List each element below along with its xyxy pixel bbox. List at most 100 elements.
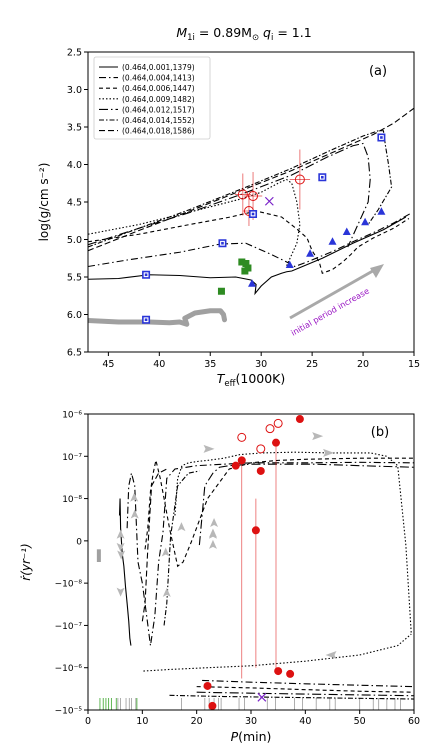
rdot-line-9 <box>196 686 414 693</box>
y-tick-label: −10⁻⁸ <box>55 580 83 590</box>
red-open-circle <box>273 418 283 428</box>
x-tick-label: 10 <box>136 716 148 727</box>
blue-triangle <box>361 217 370 226</box>
rdot-line-4 <box>198 463 414 546</box>
red-open-circle <box>237 189 248 200</box>
red-filled-circle <box>295 415 304 424</box>
panel-a-data <box>88 107 414 327</box>
direction-arrow <box>116 529 125 539</box>
red-open-circle <box>265 424 275 434</box>
rdot-line-3 <box>174 451 412 635</box>
rdot-line-7 <box>143 633 412 672</box>
y-tick-label: 2.5 <box>67 48 82 59</box>
x-tick-label: 30 <box>245 716 257 727</box>
direction-arrow <box>208 528 217 538</box>
y-tick-label: 4.5 <box>67 198 82 209</box>
panel-a-ylabel: log(g/cm s⁻²) <box>37 163 51 242</box>
green-square <box>241 267 249 275</box>
figure-title: M1i = 0.89M⊙ qi = 1.1 <box>176 25 311 43</box>
direction-arrow <box>117 550 126 560</box>
blue-triangle <box>306 249 315 257</box>
red-filled-circle <box>231 461 240 470</box>
x-tick-label: 40 <box>153 359 165 370</box>
rdot-line-1 <box>126 461 414 646</box>
x-tick-label: 15 <box>408 359 420 370</box>
panel-b-xlabel: P(min) <box>231 729 272 744</box>
panel-a-ticks: 45 40 35 30 25 20 15 2.5 3.0 3.5 4.0 4.5 5.0 5.5 6.0 6.… <box>67 48 420 371</box>
direction-arrow <box>116 587 125 597</box>
panel-a-label: (a) <box>369 64 387 79</box>
direction-arrow <box>208 539 217 549</box>
track-line-4 <box>88 142 371 248</box>
y-tick-label: 10⁻⁷ <box>62 453 82 463</box>
y-tick-label: 6.5 <box>67 348 82 359</box>
blue-triangle <box>342 227 351 235</box>
x-tick-label: 50 <box>354 716 366 727</box>
purple-cross <box>257 692 267 702</box>
track-line-6 <box>88 107 414 252</box>
grey-track <box>88 308 228 327</box>
y-tick-label: −10⁻⁵ <box>55 707 83 717</box>
y-tick-label: 5.0 <box>67 235 82 246</box>
y-tick-label: 3.5 <box>67 123 82 134</box>
panel-b-ylabel: ṙ(yr⁻¹) <box>19 543 33 580</box>
red-filled-circle <box>208 701 217 710</box>
x-tick-label: 20 <box>357 359 369 370</box>
direction-arrow <box>162 587 171 597</box>
legend-label: (0.464,0.012,1517) <box>122 105 195 114</box>
red-open-circle <box>294 174 305 185</box>
x-tick-label: 25 <box>306 359 318 370</box>
x-tick-label: 20 <box>191 716 203 727</box>
y-tick-label: 10⁻⁶ <box>62 411 82 421</box>
track-line-5 <box>88 130 393 248</box>
red-filled-circle <box>274 667 283 676</box>
x-tick-label: 45 <box>102 359 114 370</box>
blue-triangle <box>285 260 294 268</box>
red-open-circle <box>237 432 247 442</box>
y-tick-label: −10⁻⁷ <box>55 622 83 632</box>
direction-arrow <box>177 522 186 532</box>
legend-label: (0.464,0.018,1586) <box>122 127 195 136</box>
x-tick-label: 60 <box>408 716 420 727</box>
x-tick-label: 40 <box>299 716 311 727</box>
red-filled-circle <box>237 456 246 465</box>
blue-square-dot <box>144 273 148 277</box>
direction-arrow <box>116 542 125 552</box>
y-tick-label: 0 <box>76 537 82 547</box>
y-tick-label: 3.0 <box>67 85 82 96</box>
green-square <box>217 287 225 295</box>
blue-triangle <box>377 207 386 215</box>
red-open-circle <box>256 444 266 454</box>
y-tick-label: −10⁻⁶ <box>55 664 83 674</box>
legend-label: (0.464,0.004,1413) <box>122 74 195 83</box>
direction-arrow <box>130 509 139 519</box>
purple-cross <box>264 196 274 206</box>
red-filled-circle <box>203 681 212 690</box>
x-tick-label: 0 <box>85 716 91 727</box>
panel-b-label: (b) <box>371 425 389 440</box>
x-tick-label: 30 <box>255 359 267 370</box>
x-tick-label: 35 <box>204 359 216 370</box>
panel-a: 45 40 35 30 25 20 15 2.5 3.0 3.5 4.0 4.5 5.0 5.5 6.0 6.… <box>37 48 420 390</box>
y-tick-label: 6.0 <box>67 310 82 321</box>
blue-square-dot <box>321 175 324 179</box>
red-filled-circle <box>286 669 295 678</box>
red-filled-circle <box>271 438 280 447</box>
legend-box <box>93 56 211 140</box>
direction-arrow <box>210 517 219 527</box>
red-filled-circle <box>256 466 265 475</box>
rdot-line-11 <box>169 694 414 700</box>
panel-a-xlabel: Teff(1000K) <box>217 371 286 389</box>
blue-triangle <box>248 279 257 287</box>
legend: (0.464,0.001,1379)(0.464,0.004,1413)(0.4… <box>93 56 211 140</box>
green-square <box>242 260 250 267</box>
panel-a-frame <box>87 51 415 353</box>
red-open-circle <box>248 191 259 201</box>
panel-b: 0 10 20 30 40 50 60 10⁻⁶ 10⁻⁷ 10⁻⁸ 0 −10⁻⁸ −10⁻⁷ −10⁻… <box>19 411 420 745</box>
red-filled-circle <box>251 526 260 535</box>
legend-label: (0.464,0.009,1482) <box>122 95 195 104</box>
rdot-line-8 <box>202 679 414 688</box>
blue-square-dot <box>144 318 148 322</box>
blue-square-dot <box>380 136 383 139</box>
